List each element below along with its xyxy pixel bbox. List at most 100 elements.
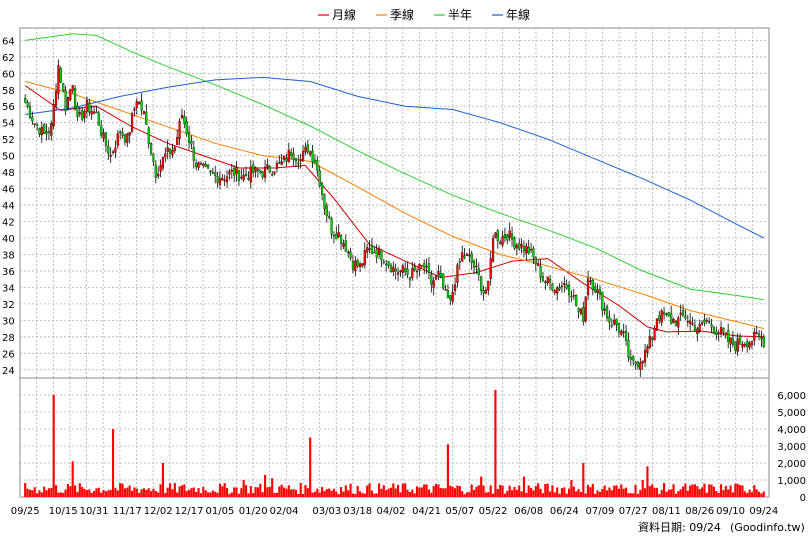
candle-body: [299, 159, 302, 162]
candle-body: [665, 313, 668, 315]
candle-body: [515, 244, 518, 249]
candle-body: [230, 169, 233, 172]
candle-body: [261, 171, 264, 178]
volume-bar: [173, 483, 176, 497]
volume-tick-label: 5,000: [777, 408, 806, 419]
volume-bar: [392, 483, 395, 497]
candle-body: [629, 357, 632, 360]
candle-body: [119, 131, 122, 134]
volume-bar: [582, 463, 585, 497]
volume-bar: [601, 488, 604, 497]
candle-body: [214, 172, 217, 176]
volume-y-axis: 0 1,000 2,000 3,000 4,000 5,000 6,000: [777, 391, 806, 504]
candle-body: [708, 321, 711, 323]
price-y-axis: 24 26 28 30 32 34 36 38 40 42 44 46 48 50 52 54 56 58 60 62…: [2, 36, 15, 376]
candle-body: [389, 264, 393, 272]
candle-body: [660, 310, 663, 323]
volume-bar: [477, 485, 480, 497]
candle-body: [601, 291, 604, 311]
candle-body: [130, 113, 134, 132]
volume-bar: [415, 486, 419, 497]
volume-bar: [411, 489, 414, 497]
volume-bar: [100, 492, 103, 497]
volume-bar: [494, 389, 497, 497]
candle-body: [373, 251, 376, 254]
date-tick-label: 01/05: [206, 506, 235, 517]
date-tick-label: 09/25: [11, 506, 40, 517]
volume-bar: [487, 492, 490, 497]
candle-body: [503, 234, 507, 238]
candle-body: [584, 296, 587, 322]
volume-bar: [62, 492, 65, 497]
volume-bar: [537, 483, 540, 497]
volume-bar: [717, 492, 720, 497]
volume-bar: [187, 489, 191, 497]
volume-bar: [575, 491, 578, 497]
volume-bar: [715, 490, 718, 497]
volume-bar: [651, 484, 654, 497]
volume-bar: [43, 486, 46, 497]
candle-body: [696, 328, 699, 335]
candlesticks: [24, 59, 765, 378]
legend-label-year: 年線: [506, 7, 530, 22]
volume-bar: [589, 487, 592, 497]
candle-body: [748, 342, 751, 348]
volume-bar: [214, 491, 217, 497]
volume-bar: [81, 486, 84, 497]
volume-bar: [653, 487, 656, 497]
volume-bar: [130, 490, 134, 497]
date-tick-label: 09/24: [749, 506, 778, 517]
volume-bar: [624, 487, 628, 497]
volume-bar: [159, 484, 162, 497]
candle-body: [52, 104, 55, 127]
candle-body: [444, 289, 447, 291]
volume-bar: [69, 486, 72, 497]
candle-body: [292, 153, 295, 160]
date-tick-label: 12/17: [175, 506, 204, 517]
volume-bar: [366, 485, 369, 497]
candle-body: [719, 326, 723, 334]
volume-bar: [617, 488, 621, 497]
volume-bar: [560, 488, 564, 497]
candle-body: [149, 143, 153, 154]
date-tick-label: 03/03: [312, 506, 341, 517]
candle-body: [382, 261, 385, 264]
volume-bar: [746, 493, 749, 497]
volume-bar: [237, 493, 241, 497]
volume-bar: [727, 489, 730, 497]
volume-bar: [693, 484, 697, 497]
candle-body: [456, 264, 459, 283]
volume-bar: [636, 493, 640, 497]
volume-bar: [330, 490, 333, 497]
volume-bar: [259, 483, 262, 497]
price-tick-label: 54: [2, 119, 15, 130]
volume-bar: [126, 487, 129, 497]
candle-body: [432, 280, 435, 288]
candle-body: [247, 177, 250, 180]
candle-body: [187, 131, 191, 143]
candle-body: [570, 295, 573, 298]
candle-body: [370, 245, 374, 254]
volume-bar: [743, 491, 746, 497]
volume-tick-label: 6,000: [777, 391, 806, 402]
volume-bar: [349, 483, 352, 497]
candle-body: [736, 338, 739, 352]
volume-bar: [463, 494, 466, 497]
candle-body: [152, 153, 155, 162]
volume-bar: [76, 491, 79, 497]
volume-bar: [446, 444, 450, 497]
volume-bar: [427, 489, 431, 497]
candle-body: [591, 279, 594, 290]
volume-bar: [684, 483, 687, 497]
volume-bar: [354, 493, 357, 497]
candle-body: [679, 312, 682, 315]
candle-body: [73, 88, 77, 109]
volume-bar: [199, 493, 203, 497]
candle-body: [375, 249, 378, 258]
volume-bar: [553, 492, 556, 497]
candle-body: [164, 153, 167, 158]
volume-bar: [375, 493, 378, 497]
candle-body: [368, 248, 371, 250]
price-tick-label: 28: [2, 333, 15, 344]
date-tick-label: 09/10: [716, 506, 745, 517]
